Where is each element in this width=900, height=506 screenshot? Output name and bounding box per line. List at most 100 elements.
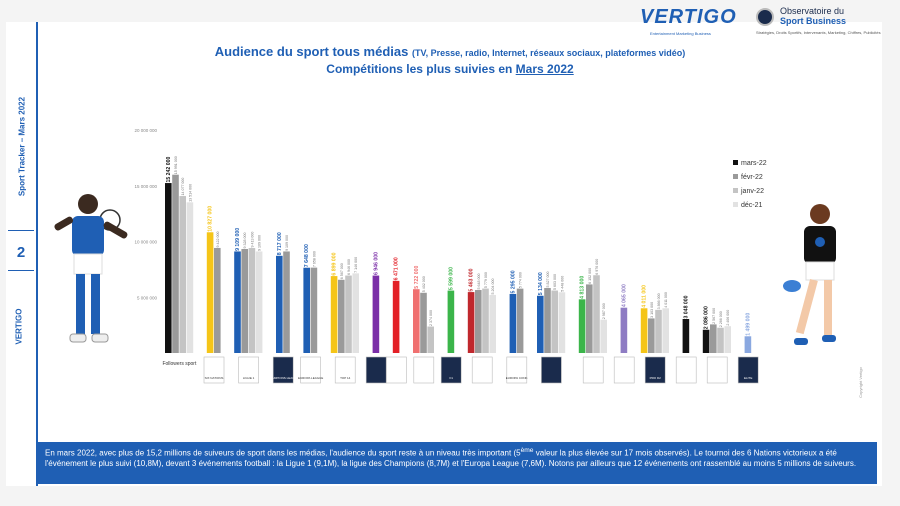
bar (509, 293, 517, 353)
chart-subtitle-prefix: Compétitions les plus suivies en (326, 62, 513, 76)
chart-title: Audience du sport tous médias (TV, Press… (0, 44, 900, 59)
player-shoe (794, 338, 808, 345)
competition-logo-icon (644, 356, 666, 384)
bar (640, 308, 648, 353)
bar (710, 324, 717, 353)
observatoire-logo: Observatoire du Sport Business (780, 6, 846, 26)
competition-logo-icon (238, 356, 259, 384)
data-label: 15 991 000 (174, 156, 178, 174)
player-arm (103, 221, 128, 239)
bar (593, 275, 600, 353)
data-label: 2 567 000 (712, 308, 716, 324)
bar (310, 267, 318, 353)
legend-swatch (733, 188, 738, 193)
data-label: 2 374 000 (429, 310, 433, 326)
bar (544, 288, 551, 353)
data-label: 5 134 000 (538, 272, 544, 295)
bar (372, 275, 380, 353)
bar (303, 267, 310, 353)
data-label: 6 946 000 (373, 252, 379, 275)
competition-logo-icon (300, 356, 321, 384)
competition-logo-label: PRO D2 (650, 376, 662, 380)
player-head (78, 194, 98, 214)
bar (206, 232, 214, 353)
data-label: 1 499 000 (745, 313, 751, 336)
bar (392, 280, 400, 353)
competition-logo-label: LIGUE 1 (243, 376, 255, 380)
bar (214, 247, 221, 353)
data-label: 3 048 000 (683, 295, 689, 318)
data-label: 8 717 000 (277, 232, 283, 255)
footballer-right-illustration (783, 204, 836, 345)
player-shorts (73, 253, 103, 275)
data-label: 7 658 000 (312, 251, 316, 267)
legend-label: mars-22 (741, 160, 767, 167)
data-label: 2 086 000 (704, 306, 710, 329)
legend-swatch (733, 174, 738, 179)
data-label: 14 077 000 (181, 178, 185, 196)
bar (724, 326, 731, 353)
bar (475, 290, 482, 353)
commentary-superscript: ème (520, 447, 534, 454)
bar (489, 294, 496, 353)
bar (537, 295, 544, 353)
data-label: 2 987 000 (602, 303, 606, 319)
player-arm (54, 216, 74, 231)
data-label: 13 514 000 (188, 184, 192, 202)
bar (516, 288, 524, 353)
y-tick-label: 15 000 000 (134, 184, 157, 189)
data-label: 6 976 000 (595, 259, 599, 275)
competition-logo-icon (334, 356, 356, 384)
player-shoe (69, 333, 87, 343)
data-label: 2 266 000 (719, 311, 723, 327)
player-leg (91, 274, 100, 334)
competition-logo-icon (413, 356, 435, 384)
player-leg (76, 274, 85, 334)
data-label: 6 152 000 (588, 268, 592, 284)
bar (702, 329, 710, 353)
data-label: 4 813 000 (580, 276, 586, 299)
competition-logo-icon (675, 356, 697, 384)
legend-swatch (733, 202, 738, 207)
competition-logo-icon (203, 356, 225, 384)
player-leg (824, 280, 832, 335)
bar (172, 174, 179, 353)
observatoire-line2: Sport Business (780, 16, 847, 26)
chart-title-suffix: (TV, Presse, radio, Internet, réseaux so… (411, 48, 686, 58)
data-label: 7 648 000 (304, 244, 310, 267)
divider (8, 230, 34, 231)
observatoire-line1: Observatoire du (780, 6, 845, 16)
competition-logo-label: EUROPA CONF. (506, 376, 528, 380)
bar (276, 255, 283, 353)
data-label: 5 204 000 (491, 278, 495, 294)
data-label: 4 011 000 (642, 285, 648, 308)
copyright: Copyright Vertigo (857, 367, 863, 398)
data-label: 5 603 000 (553, 274, 557, 290)
player-leg (795, 278, 818, 335)
bar (241, 248, 248, 353)
bar (248, 248, 256, 353)
bar (352, 273, 359, 353)
bar (179, 196, 186, 353)
bar (744, 336, 752, 353)
data-label: 9 109 000 (285, 235, 289, 251)
player-shirt (72, 216, 104, 256)
data-label: 9 422 000 (216, 231, 220, 247)
chart-subtitle-month: Mars 2022 (515, 62, 574, 76)
data-label: 5 779 000 (484, 272, 488, 288)
bar (447, 290, 455, 353)
vertigo-tagline: Entertainment Marketing Business (650, 31, 711, 36)
data-label: 3 866 000 (657, 293, 661, 309)
data-label: 5 448 000 (560, 276, 564, 292)
legend-label: déc-21 (741, 202, 763, 209)
bar (558, 292, 566, 353)
data-label: 15 242 000 (166, 156, 172, 182)
bar (283, 251, 290, 353)
sidebar: Sport Tracker – Mars 2022 2 VERTIGO (6, 22, 38, 486)
data-label: 5 648 000 (477, 274, 481, 290)
competition-logo-icon (582, 356, 604, 384)
commentary-text-end: valeur la plus élevée sur 17 mois observ… (45, 448, 857, 468)
data-label: 5 463 000 (469, 268, 475, 291)
player-shoe (822, 335, 836, 342)
y-tick-label: 10 000 000 (134, 240, 157, 245)
